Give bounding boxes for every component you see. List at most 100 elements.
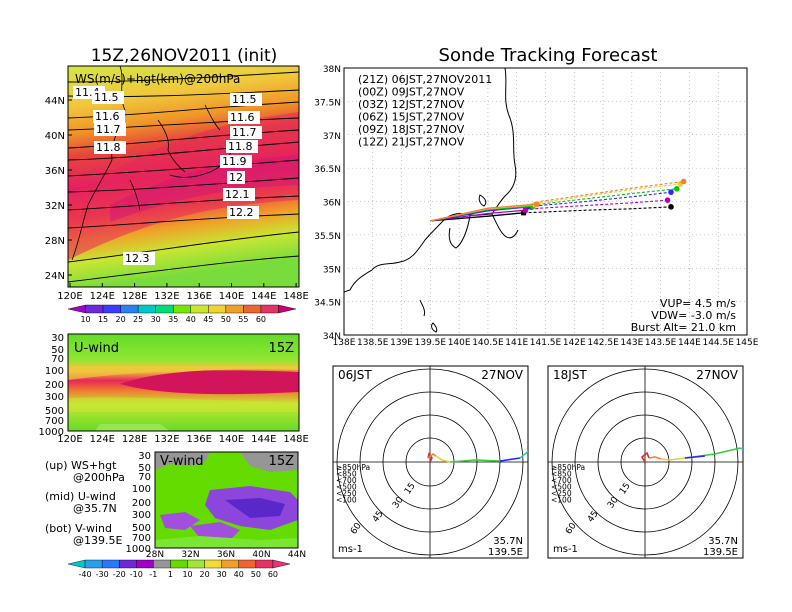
track-lon-tick: 143.5E — [645, 338, 677, 348]
wind-colorbar-label: -20 — [113, 570, 126, 579]
contour-label: 11.8 — [96, 141, 121, 154]
ws-lat-tick: 40N — [45, 131, 65, 142]
ws-lon-tick: 120E — [57, 291, 82, 302]
hodograph-trace-segment-4 — [499, 457, 521, 462]
track-legend-entry: (21Z) 06JST,27NOV2011 — [358, 73, 492, 86]
wind-colorbar-label: -1 — [149, 570, 157, 579]
track-ascent-line-5 — [430, 203, 537, 222]
ws-colorbar-cell — [225, 304, 244, 314]
burst-alt-text: Burst Alt= 21.0 km — [631, 321, 736, 334]
track-lat-tick: 35N — [323, 265, 341, 275]
ws-colorbar-label: 30 — [151, 315, 161, 324]
note-up-sub: @200hPa — [73, 471, 125, 484]
track-descent-line-4 — [534, 183, 681, 206]
burst-marker-5 — [534, 201, 540, 207]
track-ascent-line-1 — [430, 209, 526, 222]
v-lat-tick: 40N — [252, 550, 270, 560]
note-bot-title: (bot) V-wind — [45, 522, 112, 535]
u-lon-tick: 128E — [122, 434, 147, 445]
note-up-title: (up) WS+hgt — [45, 459, 117, 472]
ws-colorbar-label: 45 — [203, 315, 213, 324]
ws-colorbar-label: 40 — [186, 315, 196, 324]
wind-colorbar-cell — [119, 559, 137, 569]
ws-map-frame — [67, 65, 300, 288]
ws-lon-axis: 120E 124E 128E 132E 136E 140E 144E 148E — [57, 283, 309, 302]
ws-colorbar-cell — [102, 304, 121, 314]
ws-lat-tick: 32N — [45, 201, 65, 212]
v-panel-label: V-wind — [160, 454, 204, 469]
u-pressure-tick: 300 — [45, 392, 64, 403]
v-pressure-tick: 70 — [138, 472, 151, 483]
wind-colorbar-cell — [272, 559, 291, 569]
landing-point-5 — [680, 178, 687, 185]
u-panel-time: 15Z — [269, 341, 295, 356]
track-lon-tick: 138.5E — [357, 338, 389, 348]
v-lat-axis: 28N 32N 36N 40N 44N — [146, 550, 306, 560]
hodograph-level-label: <700 — [336, 476, 357, 485]
hodograph-level-label: <500 — [336, 483, 357, 492]
tracking-lat-axis: 38N 37.5N 37N 36.5N 36N 35.5N 35N 34.5N 34N — [314, 65, 341, 342]
ws-lon-tick: 144E — [251, 291, 276, 302]
track-lon-tick: 140.5E — [472, 338, 504, 348]
hodograph-level-label: <250 — [551, 489, 572, 498]
track-lat-tick: 37.5N — [314, 98, 341, 108]
track-legend-entry: (09Z) 18JST,27NOV — [358, 123, 465, 136]
u-pressure-tick: 500 — [45, 406, 64, 417]
contour-label: 12 — [229, 171, 243, 184]
landing-point-1 — [664, 197, 671, 203]
contour-label-bg — [220, 155, 252, 168]
track-lat-tick: 35.5N — [314, 232, 341, 242]
track-lon-tick: 143E — [620, 338, 643, 348]
contour-label: 12.3 — [125, 252, 150, 265]
u-lon-tick: 144E — [251, 434, 276, 445]
wind-colorbar-cell — [170, 559, 188, 569]
v-lat-tick: 28N — [146, 550, 164, 560]
ws-colorbar: 10 15 20 25 30 35 40 45 50 55 60 — [67, 304, 297, 324]
hodograph-date: 27NOV — [696, 368, 738, 382]
hodograph-level-label: ≥850hPa — [336, 463, 370, 472]
ws-colorbar-cell — [278, 304, 297, 314]
ws-colorbar-label: 10 — [80, 315, 90, 324]
ws-lon-tick: 140E — [219, 291, 244, 302]
hodograph-level-label: <250 — [336, 489, 357, 498]
burst-marker-0 — [521, 210, 527, 216]
contour-label-bg — [227, 206, 259, 219]
ws-lon-tick: 128E — [122, 291, 147, 302]
u-lon-tick: 148E — [283, 434, 308, 445]
contour-label-bg — [92, 91, 124, 104]
hodograph-time: 06JST — [338, 368, 372, 382]
hodograph-lon: 139.5E — [488, 547, 523, 558]
hodograph-trace — [427, 450, 528, 463]
ws-lon-tick: 124E — [90, 291, 115, 302]
panel-legend-notes: (up) WS+hgt @200hPa (mid) U-wind @35.7N … — [45, 459, 125, 547]
hodograph-level-label: <500 — [551, 483, 572, 492]
hodograph-lat: 35.7N — [493, 536, 523, 547]
hodograph-trace-segment-1 — [427, 453, 437, 459]
ws-colorbar-cell — [173, 304, 191, 314]
ws-colorbar-label: 50 — [221, 315, 231, 324]
track-lon-tick: 144.5E — [702, 338, 734, 348]
contour-label: 11.6 — [95, 110, 120, 123]
v-pressure-tick: 30 — [138, 451, 151, 462]
v-pressure-tick: 500 — [132, 523, 151, 534]
hodograph-level-label: ≥850hPa — [551, 463, 585, 472]
ws-colorbar-cell — [155, 304, 174, 314]
contour-label-bg — [223, 188, 255, 201]
track-legend-entry: (12Z) 21JST,27NOV — [358, 136, 465, 149]
ws-lon-tick: 132E — [154, 291, 179, 302]
wind-colorbar-cell — [238, 559, 257, 569]
hodograph-level-label: <100 — [551, 496, 572, 505]
hodograph-lat: 35.7N — [708, 536, 738, 547]
v-lat-tick: 44N — [288, 550, 306, 560]
contour-label-bg — [226, 140, 258, 153]
hodograph-trace-segment-3 — [449, 459, 501, 463]
ws-colorbar-cell — [208, 304, 227, 314]
u-pressure-tick: 200 — [45, 380, 64, 391]
landing-point-2 — [668, 189, 674, 195]
coastlines — [71, 66, 233, 261]
wind-colorbar-cell — [136, 559, 154, 569]
